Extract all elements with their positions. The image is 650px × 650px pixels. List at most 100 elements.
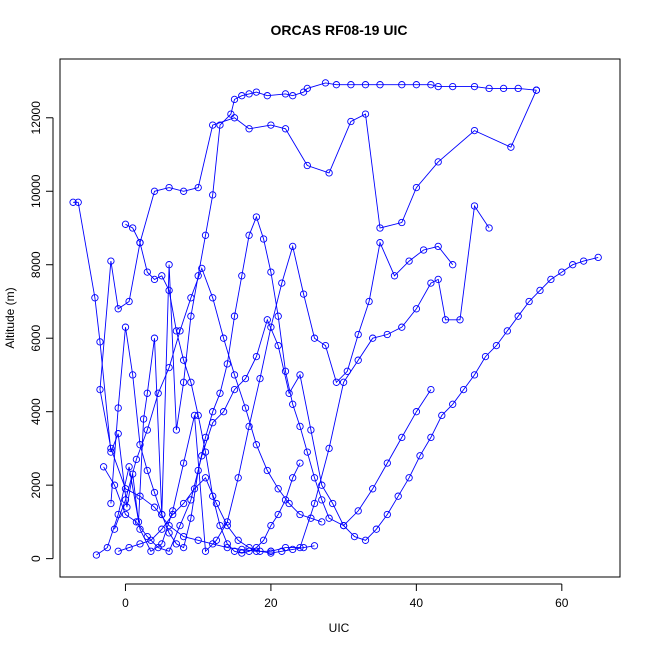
data-point: [318, 518, 326, 526]
data-point: [412, 81, 421, 89]
data-point: [296, 459, 304, 467]
data-point: [107, 499, 115, 508]
data-point: [259, 536, 268, 544]
data-point: [103, 543, 111, 552]
series: [114, 474, 319, 557]
series-line: [110, 215, 432, 549]
data-point: [245, 547, 253, 555]
data-point: [230, 385, 239, 394]
data-point: [165, 529, 173, 537]
series-line: [103, 256, 599, 552]
data-point: [398, 433, 406, 442]
series-line: [99, 90, 537, 552]
data-point: [238, 92, 246, 100]
data-point: [332, 81, 341, 89]
data-point: [230, 114, 239, 122]
data-point: [136, 492, 144, 500]
data-point: [132, 455, 141, 464]
data-point: [238, 549, 246, 557]
data-point: [150, 275, 159, 284]
data-point: [434, 82, 442, 91]
series: [121, 220, 304, 557]
data-point: [449, 400, 457, 408]
data-point: [485, 224, 493, 232]
data-point: [187, 514, 195, 522]
data-point: [416, 452, 424, 460]
data-point: [114, 547, 122, 555]
data-point: [121, 496, 130, 504]
data-point: [107, 257, 115, 265]
data-point: [310, 334, 319, 342]
data-point: [238, 272, 246, 280]
data-point: [325, 444, 333, 453]
data-point: [321, 79, 330, 87]
data-point: [427, 385, 435, 394]
data-point: [147, 536, 155, 544]
data-point: [296, 510, 304, 519]
data-point: [459, 385, 468, 394]
data-point: [234, 536, 242, 544]
data-point: [339, 378, 348, 386]
data-point: [398, 323, 406, 331]
data-point: [514, 312, 522, 320]
data-point: [289, 242, 297, 251]
data-point: [172, 540, 181, 548]
data-point: [230, 312, 239, 320]
data-point: [274, 510, 282, 519]
data-point: [438, 411, 446, 420]
data-point: [69, 198, 77, 206]
data-point: [187, 294, 195, 302]
data-point: [172, 426, 181, 434]
data-point: [267, 323, 275, 331]
data-point: [361, 81, 370, 89]
data-point: [434, 275, 442, 284]
data-point: [274, 341, 282, 350]
data-point: [169, 510, 177, 519]
data-point: [216, 521, 224, 530]
data-point: [383, 459, 391, 467]
data-point: [299, 290, 308, 298]
y-tick-label: 2000: [29, 471, 43, 498]
data-point: [179, 378, 188, 386]
data-point: [310, 499, 319, 508]
data-point: [245, 125, 253, 133]
data-point: [110, 481, 119, 489]
data-point: [427, 433, 435, 442]
data-point: [150, 334, 159, 342]
x-tick-label: 20: [264, 596, 278, 610]
data-point: [405, 257, 413, 265]
series: [107, 213, 435, 552]
data-point: [281, 496, 290, 504]
data-point: [470, 202, 479, 210]
y-tick-label: 10000: [29, 174, 43, 208]
data-point: [209, 121, 217, 129]
data-point: [267, 547, 275, 555]
data-point: [278, 279, 286, 287]
data-point: [219, 334, 228, 342]
data-point: [514, 84, 522, 93]
data-point: [390, 272, 399, 280]
data-point: [154, 543, 162, 552]
data-point: [252, 352, 261, 361]
data-point: [361, 536, 370, 544]
data-point: [121, 510, 130, 519]
data-point: [532, 86, 541, 94]
data-point: [201, 231, 210, 239]
data-point: [143, 389, 151, 397]
data-point: [376, 239, 384, 247]
data-point: [125, 463, 133, 471]
data-point: [165, 547, 173, 555]
data-point: [456, 316, 464, 324]
data-point: [354, 356, 362, 364]
data-point: [318, 496, 326, 504]
data-point: [230, 547, 239, 555]
y-tick-label: 4000: [29, 398, 43, 425]
data-point: [158, 525, 166, 533]
data-point: [325, 169, 333, 177]
data-point: [310, 474, 319, 482]
data-point: [470, 371, 479, 379]
data-point: [212, 536, 221, 544]
data-point: [354, 507, 362, 515]
data-point: [252, 441, 261, 449]
data-point: [278, 547, 286, 555]
